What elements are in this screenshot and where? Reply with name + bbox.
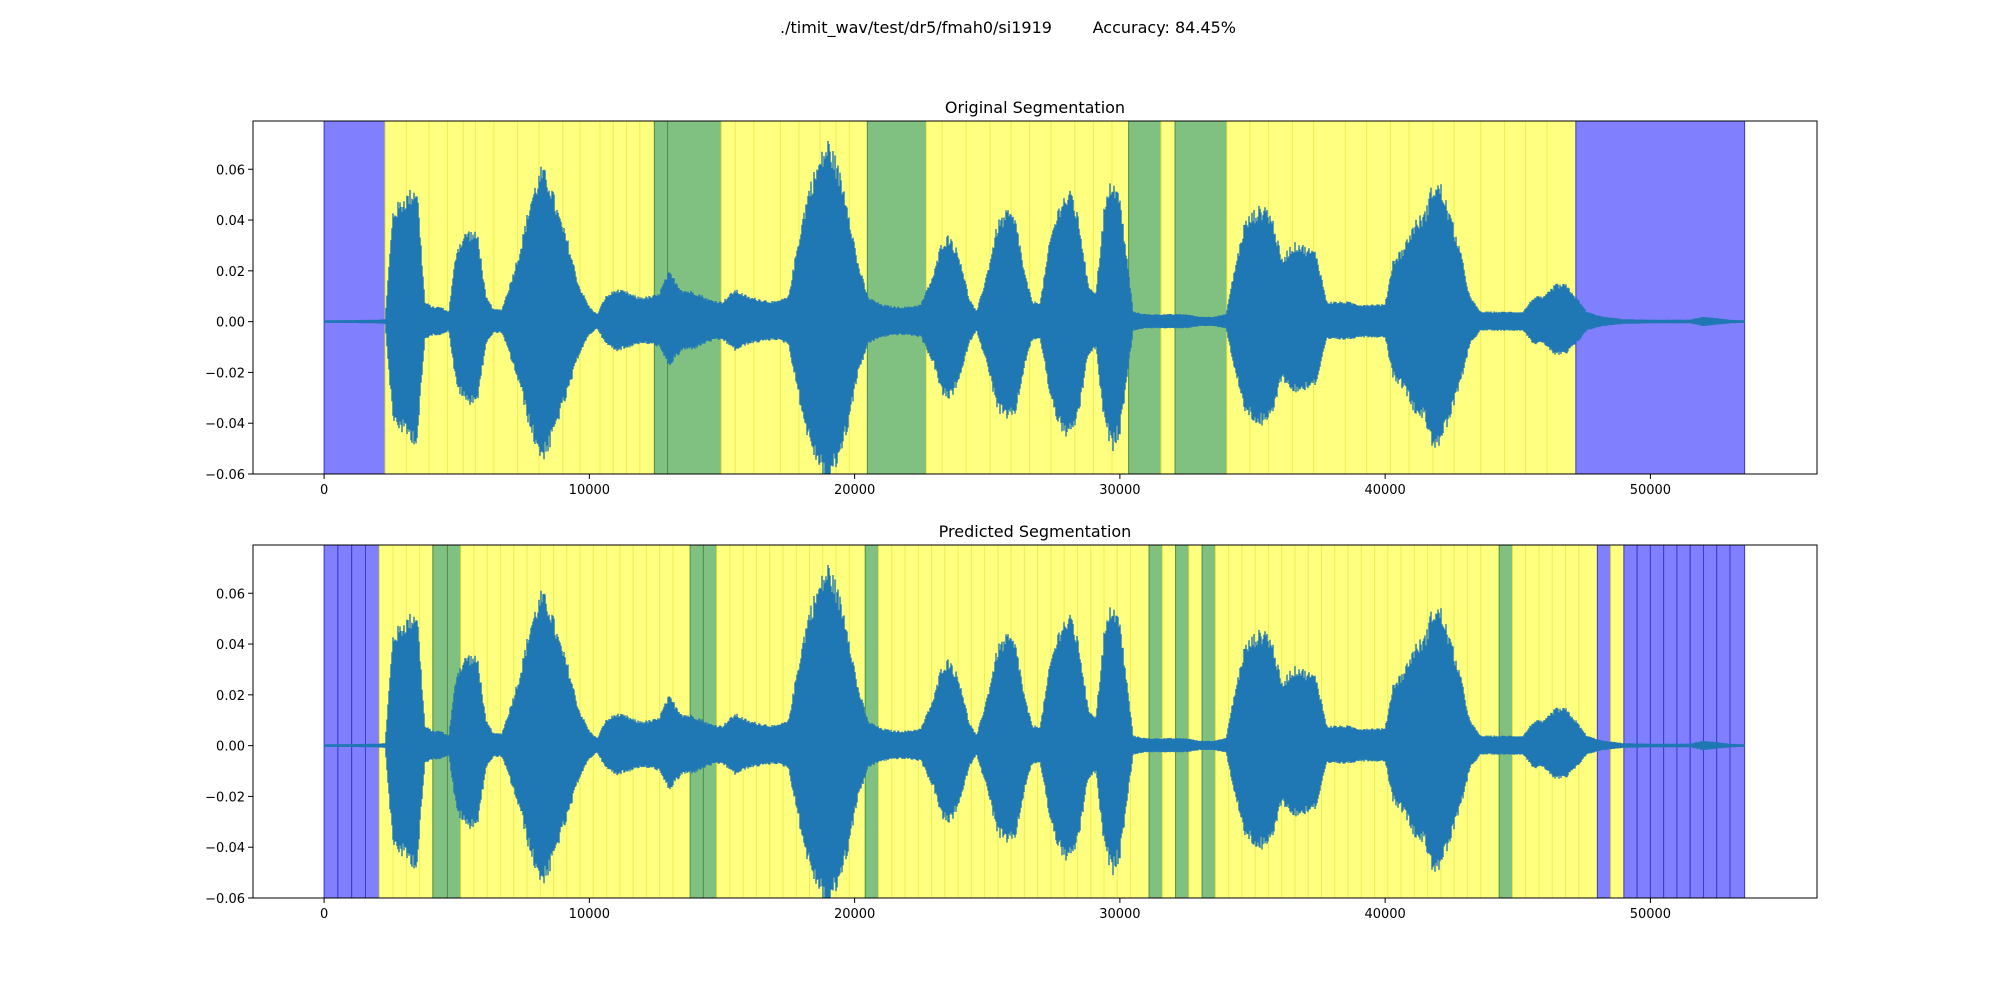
segment-silence [1575, 121, 1746, 474]
panel-predicted-segmentation: Predicted Segmentation 0 10000 20000 30000 40… [205, 522, 1818, 922]
axes-frame [252, 544, 1818, 899]
segment-silence [337, 545, 353, 898]
segment-silence [1716, 545, 1731, 898]
y-tick-label: 0.06 [216, 163, 245, 178]
segment-other [1175, 545, 1190, 898]
segment-silence [1663, 545, 1678, 898]
axes-frame [252, 120, 1818, 475]
segment-silence [1636, 545, 1651, 898]
y-tick-label: −0.02 [205, 790, 245, 805]
figure-title: ./timit_wav/test/dr5/fmah0/si1919 Accura… [780, 18, 1236, 38]
segment-other [1201, 545, 1216, 898]
y-tick-label: −0.06 [205, 892, 245, 907]
y-tick-label: −0.06 [205, 468, 245, 483]
segment-other [1128, 121, 1162, 474]
y-tick-label: 0.02 [216, 689, 245, 704]
x-tick-label: 40000 [1364, 483, 1405, 498]
segment-voiced [1161, 545, 1177, 898]
x-tick-label: 20000 [834, 483, 875, 498]
x-tick-label: 50000 [1630, 907, 1671, 922]
panel-plot-area [323, 545, 1746, 898]
segment-other [702, 545, 718, 898]
x-tick-label: 40000 [1364, 907, 1405, 922]
segment-silence [1689, 545, 1704, 898]
segment-silence [1649, 545, 1665, 898]
segment-silence [364, 545, 380, 898]
segment-silence [1676, 545, 1691, 898]
segment-other [432, 545, 448, 898]
x-tick-label: 0 [320, 907, 328, 922]
y-tick-label: 0.02 [216, 265, 245, 280]
panel-original-segmentation: Original Segmentation 0 10000 20000 30000 400… [205, 98, 1818, 498]
x-tick-label: 30000 [1099, 483, 1140, 498]
segment-silence [1596, 545, 1612, 898]
x-tick-label: 20000 [834, 907, 875, 922]
segment-voiced [1160, 121, 1176, 474]
x-tick-label: 0 [320, 483, 328, 498]
segment-other [1174, 121, 1228, 474]
segment-silence [1702, 545, 1718, 898]
segment-silence [1729, 545, 1746, 898]
y-tick-label: 0.06 [216, 587, 245, 602]
y-tick-label: 0.04 [216, 214, 245, 229]
segment-other [1498, 545, 1513, 898]
segment-silence [323, 545, 339, 898]
panel-plot-area [323, 121, 1746, 474]
segment-voiced [1188, 545, 1203, 898]
x-tick-label: 10000 [569, 907, 610, 922]
y-tick-label: 0.00 [216, 316, 245, 331]
x-tick-label: 30000 [1099, 907, 1140, 922]
y-tick-label: −0.04 [205, 417, 245, 432]
x-tick-label: 10000 [569, 483, 610, 498]
panel-title: Predicted Segmentation [939, 522, 1132, 541]
segment-other [1148, 545, 1163, 898]
segment-silence [323, 121, 386, 474]
segment-other [866, 121, 927, 474]
segment-voiced [1610, 545, 1625, 898]
y-tick-label: 0.04 [216, 638, 245, 653]
y-tick-label: −0.02 [205, 366, 245, 381]
y-tick-label: 0.00 [216, 740, 245, 755]
panel-title: Original Segmentation [945, 98, 1125, 117]
segment-silence [1623, 545, 1638, 898]
y-tick-label: −0.04 [205, 841, 245, 856]
segment-silence [351, 545, 366, 898]
x-tick-label: 50000 [1630, 483, 1671, 498]
